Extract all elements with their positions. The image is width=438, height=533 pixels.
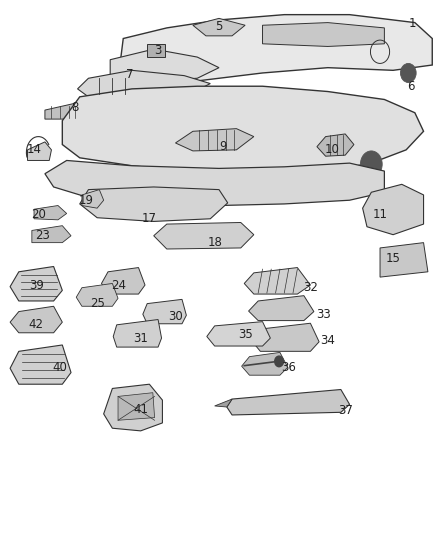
Polygon shape xyxy=(249,296,314,320)
Polygon shape xyxy=(113,319,162,347)
Bar xyxy=(147,44,165,57)
Text: 34: 34 xyxy=(320,334,335,347)
Polygon shape xyxy=(10,306,62,333)
Polygon shape xyxy=(176,128,254,151)
Polygon shape xyxy=(154,222,254,249)
Text: 42: 42 xyxy=(29,318,44,332)
Polygon shape xyxy=(317,134,354,156)
Text: 23: 23 xyxy=(35,229,50,242)
Polygon shape xyxy=(207,321,270,346)
Polygon shape xyxy=(143,300,186,324)
Polygon shape xyxy=(82,190,104,208)
Circle shape xyxy=(275,356,283,367)
Text: 17: 17 xyxy=(142,212,157,225)
Text: 35: 35 xyxy=(238,328,252,341)
Polygon shape xyxy=(10,345,71,384)
Text: 24: 24 xyxy=(111,279,127,292)
Polygon shape xyxy=(45,103,84,119)
Circle shape xyxy=(360,151,382,177)
Polygon shape xyxy=(78,70,210,100)
Text: 30: 30 xyxy=(168,310,183,324)
Polygon shape xyxy=(215,399,232,407)
Polygon shape xyxy=(252,323,319,351)
Polygon shape xyxy=(76,284,118,306)
Polygon shape xyxy=(80,187,228,221)
Polygon shape xyxy=(118,393,155,420)
Text: 39: 39 xyxy=(29,279,44,292)
Polygon shape xyxy=(242,352,288,375)
Text: 6: 6 xyxy=(407,80,414,93)
Polygon shape xyxy=(227,390,350,415)
Circle shape xyxy=(400,63,416,83)
Polygon shape xyxy=(119,14,432,97)
Text: 40: 40 xyxy=(53,361,67,374)
Polygon shape xyxy=(32,225,71,243)
Text: 25: 25 xyxy=(90,297,105,310)
Text: 9: 9 xyxy=(219,140,227,153)
Text: 31: 31 xyxy=(133,332,148,344)
Polygon shape xyxy=(102,268,145,294)
Text: 11: 11 xyxy=(373,208,388,221)
Text: 8: 8 xyxy=(72,101,79,114)
Polygon shape xyxy=(244,268,311,294)
Text: 3: 3 xyxy=(154,44,162,56)
Text: 14: 14 xyxy=(27,143,42,156)
Text: 20: 20 xyxy=(31,208,46,221)
Polygon shape xyxy=(28,142,51,160)
Text: 33: 33 xyxy=(316,308,331,321)
Text: 19: 19 xyxy=(79,193,94,207)
Text: 18: 18 xyxy=(207,236,222,249)
Polygon shape xyxy=(45,160,385,206)
Text: 5: 5 xyxy=(215,20,223,34)
Text: 7: 7 xyxy=(126,68,134,81)
Polygon shape xyxy=(363,184,424,235)
Text: 37: 37 xyxy=(338,404,353,417)
Polygon shape xyxy=(193,18,245,36)
Polygon shape xyxy=(10,266,62,301)
Polygon shape xyxy=(34,206,67,220)
Text: 10: 10 xyxy=(325,143,339,156)
Text: 36: 36 xyxy=(281,361,296,374)
Polygon shape xyxy=(62,86,424,174)
Text: 41: 41 xyxy=(133,403,148,416)
Polygon shape xyxy=(104,384,162,431)
Text: 15: 15 xyxy=(385,252,400,265)
Polygon shape xyxy=(262,22,385,46)
Text: 32: 32 xyxy=(303,281,318,294)
Polygon shape xyxy=(380,243,428,277)
Polygon shape xyxy=(110,49,219,81)
Text: 1: 1 xyxy=(409,17,417,30)
